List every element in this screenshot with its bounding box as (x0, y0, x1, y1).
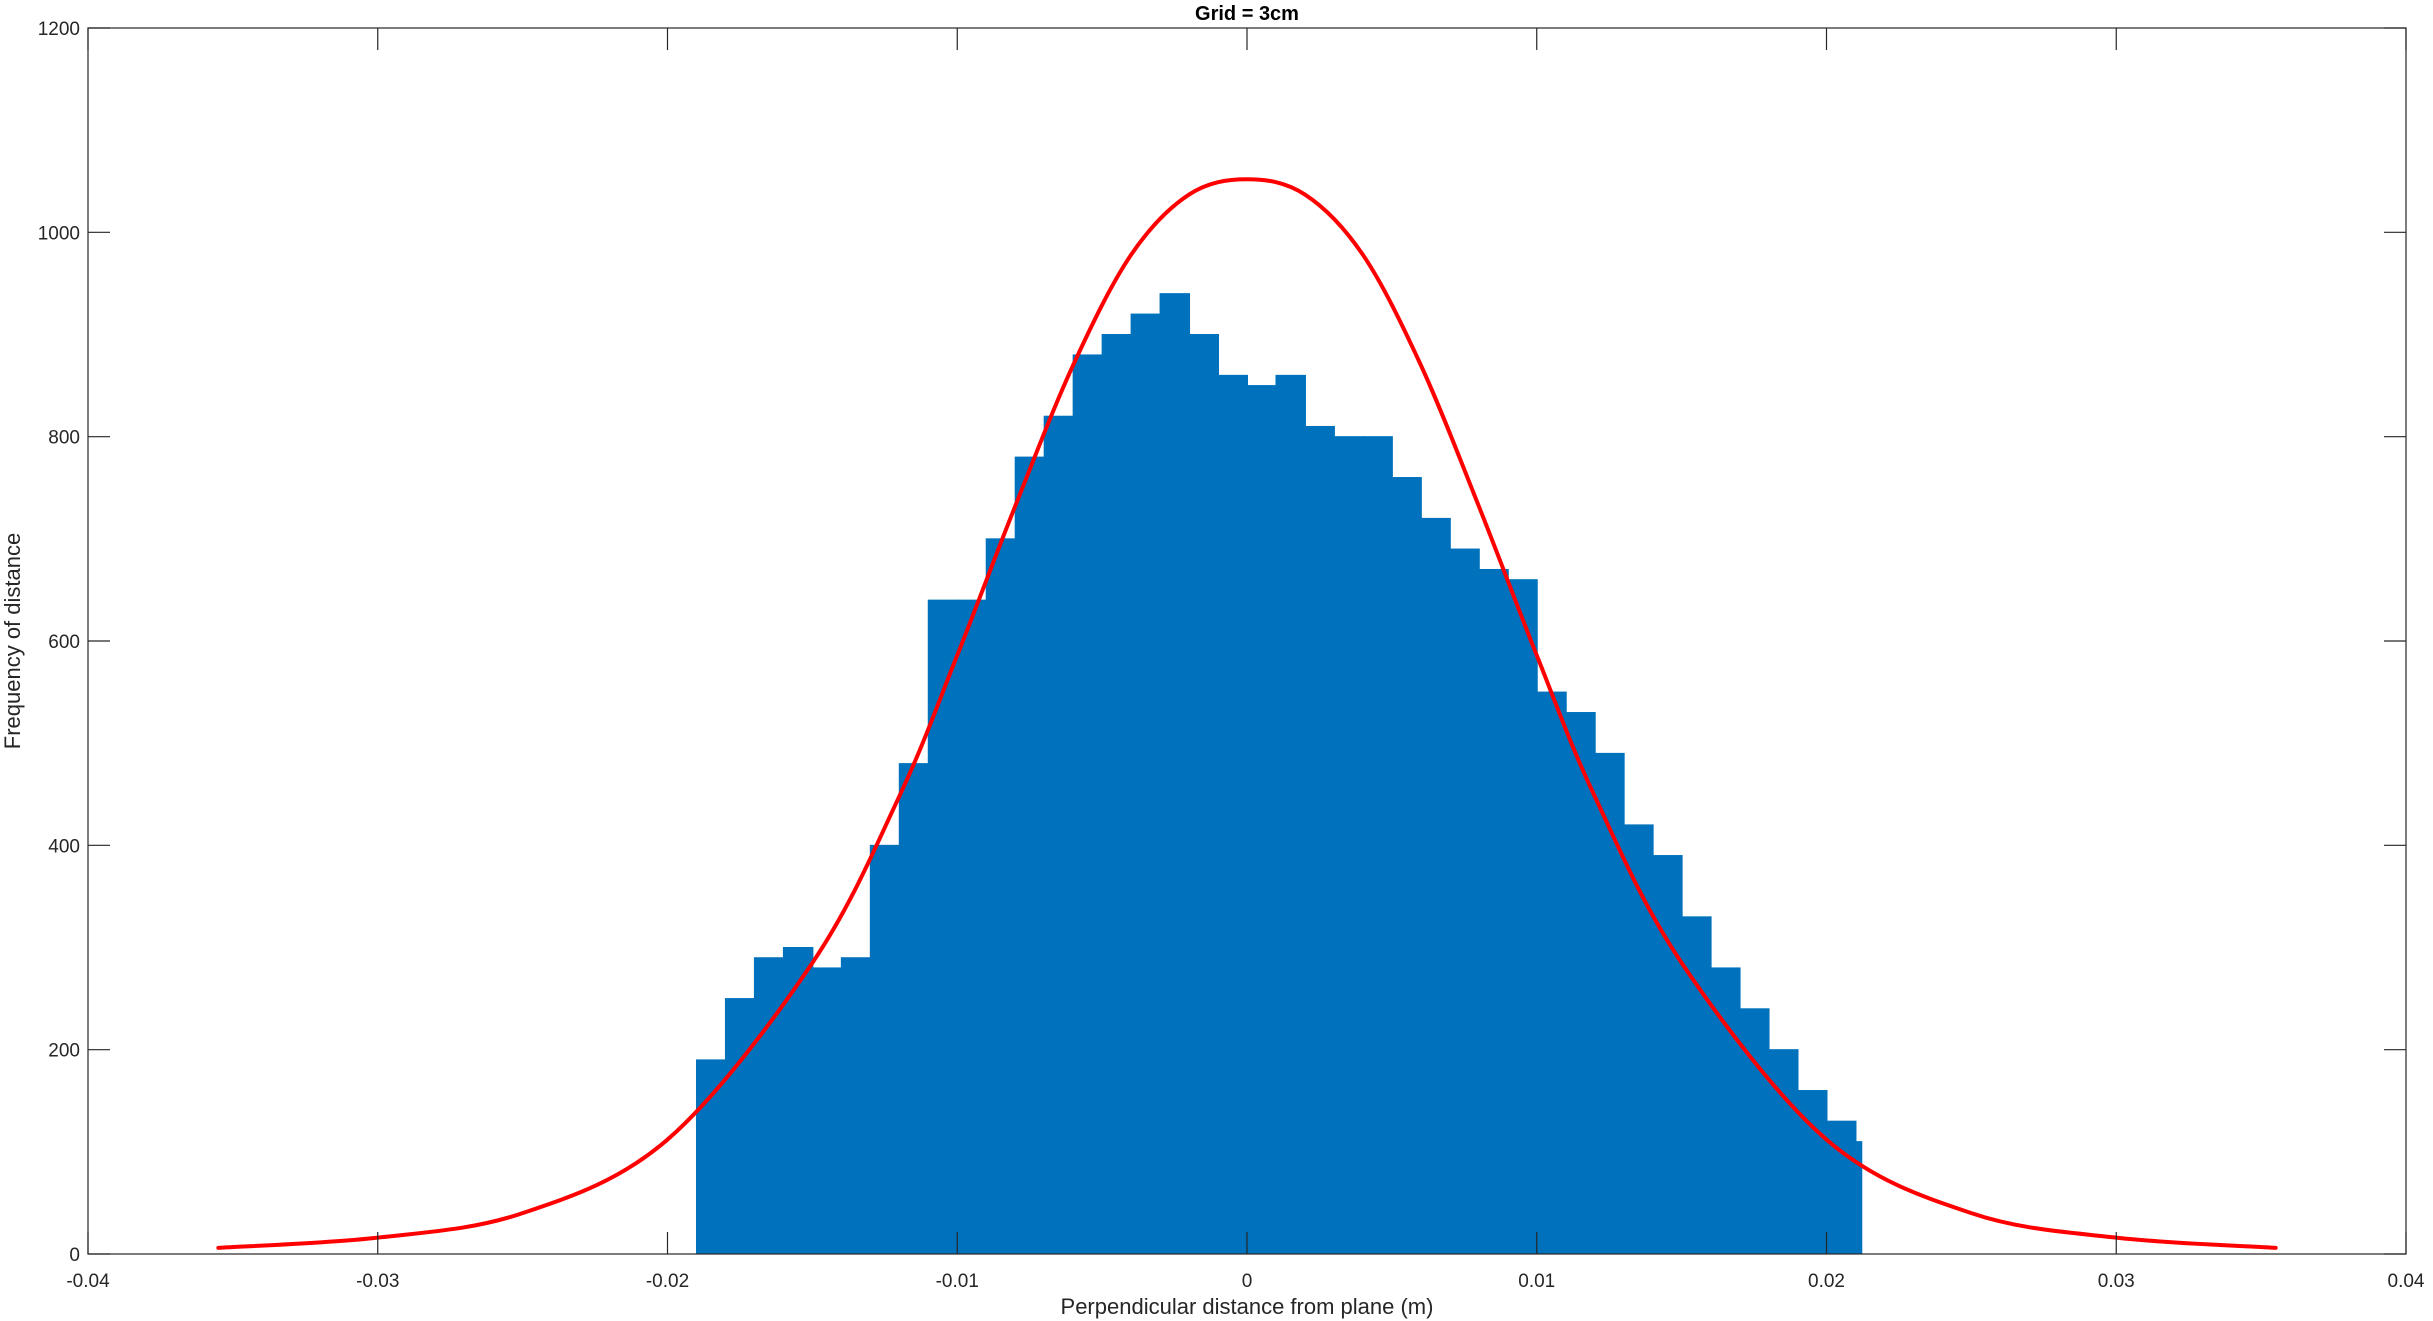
histogram-bar (927, 599, 959, 1255)
y-axis-label: Frequency of distance (0, 533, 25, 749)
histogram-bar (1854, 1141, 1863, 1255)
y-axis-ticks: 0 200 400 600 800 1000 1200 (38, 19, 2406, 1266)
histogram-bar (1652, 855, 1683, 1255)
histogram-bar (1217, 374, 1249, 1255)
histogram-bar (1507, 579, 1538, 1255)
histogram-bar (1420, 517, 1451, 1255)
histogram-bar (1333, 436, 1364, 1255)
x-axis-ticks: -0.04 -0.03 -0.02 -0.01 0 0.01 0.02 0.03 0.04 (66, 28, 2425, 1292)
histogram-bar (1739, 1008, 1770, 1255)
histogram-bar (1536, 691, 1567, 1255)
histogram-bar (1043, 415, 1075, 1255)
histogram-bar (1188, 334, 1220, 1255)
x-tick-label: -0.03 (356, 1271, 399, 1292)
x-tick-label: -0.02 (646, 1271, 689, 1292)
x-tick-label: 0.03 (2098, 1271, 2135, 1292)
x-tick-label: -0.01 (936, 1271, 979, 1292)
y-tick-label: 400 (48, 836, 80, 857)
x-tick-label: 0.01 (1518, 1271, 1555, 1292)
histogram-bar (956, 599, 988, 1255)
histogram-bar (869, 844, 901, 1255)
histogram-bar (1246, 385, 1277, 1255)
histogram-bar (898, 763, 930, 1255)
histogram-bar (724, 998, 756, 1255)
histogram-bar (1014, 456, 1046, 1255)
chart-title: Grid = 3cm (1195, 3, 1299, 25)
histogram-bar (1478, 568, 1509, 1255)
histogram-bar (1275, 374, 1306, 1255)
histogram-bar (1072, 354, 1104, 1255)
y-tick-label: 1200 (38, 19, 80, 40)
histogram-bar (985, 538, 1017, 1255)
histogram-bar (1768, 1049, 1799, 1255)
histogram-bar (840, 957, 872, 1255)
x-axis-label: Perpendicular distance from plane (m) (1061, 1294, 1434, 1319)
x-tick-label: 0.02 (1808, 1271, 1845, 1292)
histogram-bar (1565, 712, 1596, 1255)
y-tick-label: 200 (48, 1041, 80, 1062)
y-tick-label: 1000 (38, 223, 80, 244)
histogram-bar (1159, 293, 1191, 1255)
y-tick-label: 0 (69, 1245, 80, 1266)
histogram-bars (695, 293, 1863, 1255)
x-tick-label: 0.04 (2388, 1271, 2425, 1292)
histogram-bar (695, 1059, 727, 1255)
histogram-bar (1362, 436, 1393, 1255)
histogram-bar (1130, 313, 1162, 1255)
x-tick-label: 0 (1242, 1271, 1253, 1292)
histogram-bar (1391, 477, 1422, 1255)
histogram-bar (1449, 548, 1480, 1255)
histogram-bar (1304, 425, 1335, 1255)
histogram-bar (1101, 334, 1133, 1255)
histogram-bar (811, 967, 843, 1255)
fit-curve-layer (216, 177, 2278, 1250)
y-tick-label: 800 (48, 428, 80, 449)
fit-curve-line (216, 177, 2278, 1250)
y-tick-label: 600 (48, 632, 80, 653)
x-tick-label: -0.04 (66, 1271, 110, 1292)
histogram-bar (753, 957, 785, 1255)
histogram-bar (782, 947, 814, 1255)
